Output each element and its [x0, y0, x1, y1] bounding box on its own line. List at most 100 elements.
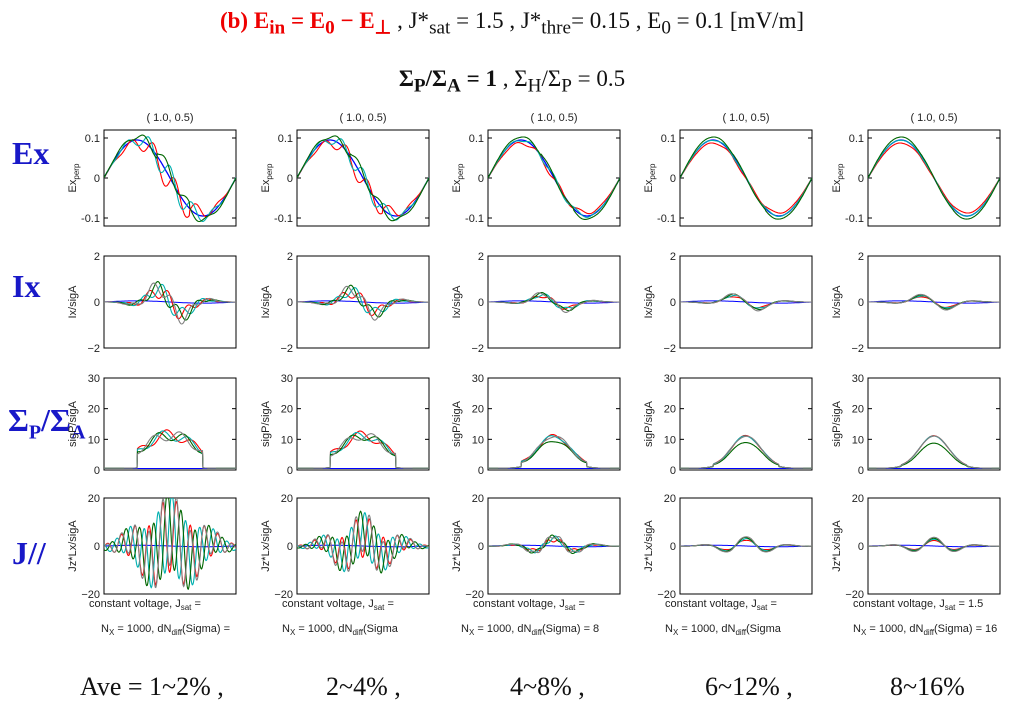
column-annotation-voltage-2: constant voltage, Jsat =	[282, 598, 394, 612]
y-axis-label: Jz*Lx/sigA	[831, 520, 843, 572]
y-tick-label: 20	[281, 404, 293, 416]
row-label-j: J//	[12, 535, 46, 571]
series-group	[868, 293, 1000, 311]
column-annotation-voltage-4: constant voltage, Jsat =	[665, 598, 777, 612]
y-tick-label: 0	[287, 173, 293, 185]
row-label-sigma: ΣP/ΣA	[8, 402, 85, 444]
y-tick-label: 0.1	[661, 133, 676, 145]
y-tick-label: 30	[852, 373, 864, 385]
y-axis-label: sigP/sigA	[260, 400, 272, 447]
series-jz-run	[488, 535, 620, 554]
series-ix-reference	[297, 300, 429, 304]
title-jsat-label: , J*	[391, 8, 430, 33]
series-group	[488, 433, 620, 469]
y-tick-label: 0.1	[469, 133, 484, 145]
series-jz-run	[297, 510, 429, 574]
y-axis-label: Experp	[451, 163, 465, 192]
title-e0-value: = 0.1 [mV/m]	[670, 8, 804, 33]
y-tick-label: −2	[851, 343, 864, 355]
y-tick-label: 0	[94, 173, 100, 185]
y-axis-label: Experp	[260, 163, 274, 192]
y-tick-label: 0	[94, 297, 100, 309]
y-tick-label: 2	[670, 251, 676, 263]
title-sub-0: 0	[325, 17, 335, 39]
series-group	[297, 510, 429, 574]
series-group	[680, 136, 812, 220]
series-ix-run	[104, 282, 236, 325]
column-annotation-voltage-1: constant voltage, Jsat =	[89, 598, 201, 612]
series-ix-run	[297, 285, 429, 321]
y-tick-label: −2	[280, 343, 293, 355]
y-tick-label: 30	[664, 373, 676, 385]
title-eq: = E	[285, 8, 326, 33]
y-tick-label: 20	[472, 404, 484, 416]
title-jsat-value: = 1.5 , J*	[450, 8, 542, 33]
column-annotation-grid-1: NX = 1000, dNdiff(Sigma) =	[101, 623, 230, 637]
y-tick-label: 10	[852, 434, 864, 446]
y-tick-label: 0	[287, 541, 293, 553]
series-group	[104, 134, 236, 223]
y-axis-label: Ix/sigA	[67, 285, 79, 319]
title-sub-perp: ⊥	[374, 17, 392, 39]
y-tick-label: 0	[94, 541, 100, 553]
series-sigp-run	[104, 431, 236, 469]
series-jz-run	[680, 536, 812, 553]
y-axis-label: Jz*Lx/sigA	[260, 520, 272, 572]
y-tick-label: 20	[88, 404, 100, 416]
y-axis-label: Jz*Lx/sigA	[643, 520, 655, 572]
series-ex-run	[488, 142, 620, 215]
y-tick-label: 0	[478, 465, 484, 477]
subtitle-ratio2: = 0.5	[571, 66, 626, 91]
y-tick-label: −2	[471, 343, 484, 355]
y-tick-label: -0.1	[845, 213, 864, 225]
series-ex-run	[297, 138, 429, 221]
series-group	[104, 429, 236, 469]
series-ex-run	[297, 140, 429, 217]
y-tick-label: 0.1	[849, 133, 864, 145]
subtitle-slash: /Σ	[425, 66, 448, 91]
series-ex-reference	[297, 139, 429, 217]
figure-title: (b) Ein = E0 − E⊥ , J*sat = 1.5 , J*thre…	[0, 8, 1024, 40]
series-ix-reference	[104, 300, 236, 304]
series-jz-run	[104, 498, 236, 589]
series-group	[680, 434, 812, 469]
y-tick-label: 10	[281, 434, 293, 446]
y-tick-label: -0.1	[465, 213, 484, 225]
y-tick-label: -0.1	[274, 213, 293, 225]
axes-box	[296, 377, 430, 471]
y-axis-label: Experp	[831, 163, 845, 192]
y-tick-label: 0	[287, 465, 293, 477]
column-annotation-voltage-3: constant voltage, Jsat =	[473, 598, 585, 612]
y-tick-label: −20	[274, 589, 293, 601]
y-tick-label: 30	[472, 373, 484, 385]
axes-box	[867, 377, 1001, 471]
y-axis-label: sigP/sigA	[67, 400, 79, 447]
series-group	[868, 536, 1000, 553]
y-tick-label: 0	[858, 297, 864, 309]
column-title-1: ( 1.0, 0.5)	[146, 112, 193, 124]
y-axis-label: sigP/sigA	[831, 400, 843, 447]
series-group	[104, 498, 236, 591]
series-sigp-run	[297, 433, 429, 469]
title-sub-0b: 0	[661, 17, 671, 39]
series-ex-reference	[104, 139, 236, 217]
y-tick-label: −2	[87, 343, 100, 355]
column-annotation-grid-5: NX = 1000, dNdiff(Sigma) = 16	[853, 623, 997, 637]
row-label-sigma-symbol: Σ	[8, 402, 29, 438]
column-title-4: ( 1.0, 0.5)	[722, 112, 769, 124]
series-ex-run	[297, 135, 429, 222]
series-sigp-run	[868, 435, 1000, 469]
series-ex-run	[488, 136, 620, 220]
y-tick-label: 0.1	[278, 133, 293, 145]
y-axis-label: Ix/sigA	[451, 285, 463, 319]
y-axis-label: Ix/sigA	[831, 285, 843, 319]
y-tick-label: 20	[88, 493, 100, 505]
footer: Ave = 1~2% , 2~4% , 4~8% , 6~12% , 8~16%	[0, 672, 1024, 708]
row-label-sigma-slash: /Σ	[41, 402, 71, 438]
series-jz-run	[104, 498, 236, 591]
series-jz-run	[297, 514, 429, 572]
subtitle-comma: , Σ	[496, 66, 528, 91]
y-tick-label: −20	[845, 589, 864, 601]
series-group	[488, 136, 620, 220]
y-tick-label: 0	[858, 465, 864, 477]
